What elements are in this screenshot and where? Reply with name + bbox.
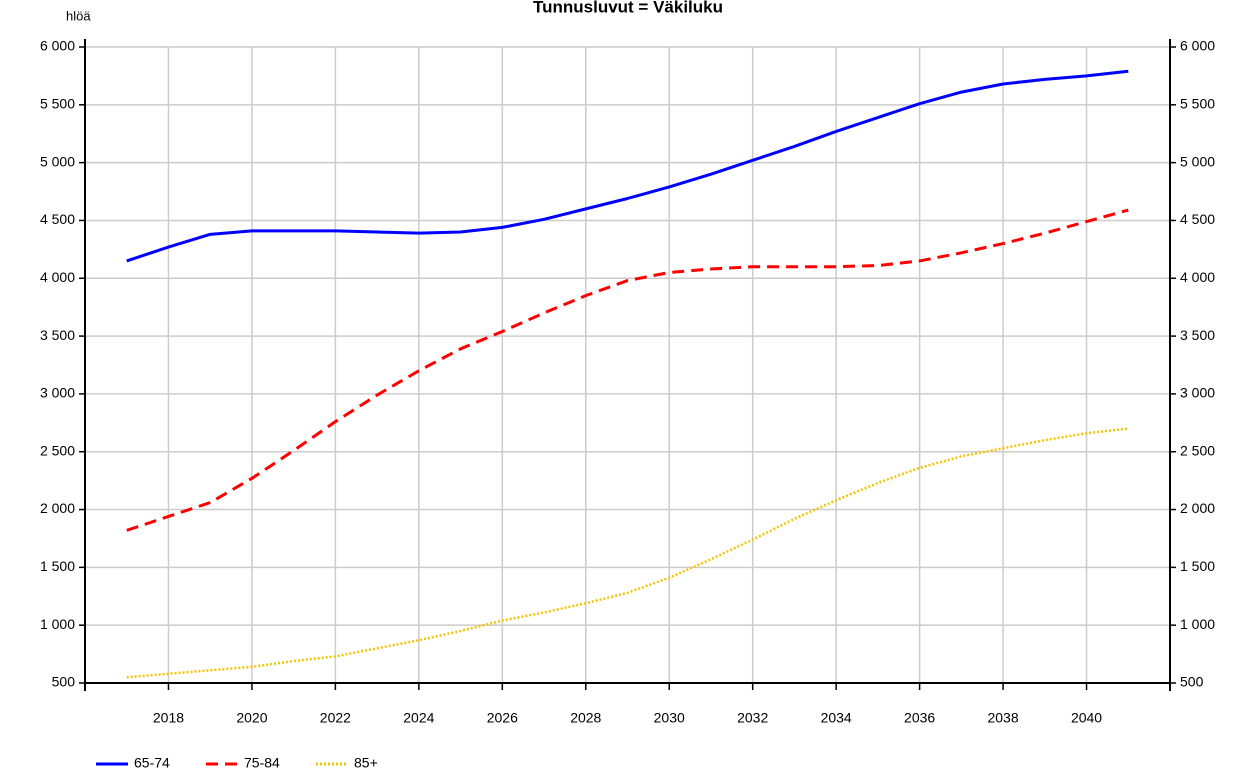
x-tick-label: 2026 <box>487 710 518 726</box>
series-line <box>126 427 1129 679</box>
y-tick-label: 3 500 <box>40 327 75 343</box>
series-line <box>126 208 1129 532</box>
y-tick-label: 1 500 <box>40 558 75 574</box>
y-tick-label: 4 000 <box>40 269 75 285</box>
y-tick-label: 500 <box>52 674 76 690</box>
y-tick-label: 5 000 <box>40 153 75 169</box>
y2-tick-label: 6 000 <box>1180 38 1215 54</box>
x-tick-label: 2032 <box>737 710 768 726</box>
y2-tick-label: 4 000 <box>1180 269 1215 285</box>
y-tick-label: 2 000 <box>40 500 75 516</box>
y-tick-label: 6 000 <box>40 38 75 54</box>
y-tick-label: 3 000 <box>40 385 75 401</box>
y2-tick-label: 5 000 <box>1180 153 1215 169</box>
x-tick-label: 2028 <box>570 710 601 726</box>
x-tick-label: 2030 <box>654 710 685 726</box>
y2-tick-label: 500 <box>1180 674 1204 690</box>
legend-label: 65-74 <box>134 755 170 771</box>
x-tick-label: 2040 <box>1071 710 1102 726</box>
y2-tick-label: 3 500 <box>1180 327 1215 343</box>
x-tick-label: 2024 <box>403 710 434 726</box>
x-tick-label: 2034 <box>821 710 852 726</box>
x-tick-label: 2020 <box>236 710 267 726</box>
y-tick-label: 2 500 <box>40 442 75 458</box>
series-line <box>126 69 1129 263</box>
y2-tick-label: 4 500 <box>1180 211 1215 227</box>
legend-label: 85+ <box>354 755 378 771</box>
y-axis-label: hlöä <box>66 8 91 23</box>
y-tick-label: 5 500 <box>40 96 75 112</box>
y2-tick-label: 3 000 <box>1180 385 1215 401</box>
x-tick-label: 2038 <box>987 710 1018 726</box>
y-tick-label: 4 500 <box>40 211 75 227</box>
y2-tick-label: 5 500 <box>1180 96 1215 112</box>
chart-title: Tunnusluvut = Väkiluku <box>533 0 723 16</box>
legend-label: 75-84 <box>244 755 280 771</box>
y2-tick-label: 1 500 <box>1180 558 1215 574</box>
y2-tick-label: 2 000 <box>1180 500 1215 516</box>
y2-tick-label: 1 000 <box>1180 616 1215 632</box>
x-tick-label: 2018 <box>153 710 184 726</box>
y-tick-label: 1 000 <box>40 616 75 632</box>
y2-tick-label: 2 500 <box>1180 442 1215 458</box>
x-tick-label: 2036 <box>904 710 935 726</box>
x-tick-label: 2022 <box>320 710 351 726</box>
